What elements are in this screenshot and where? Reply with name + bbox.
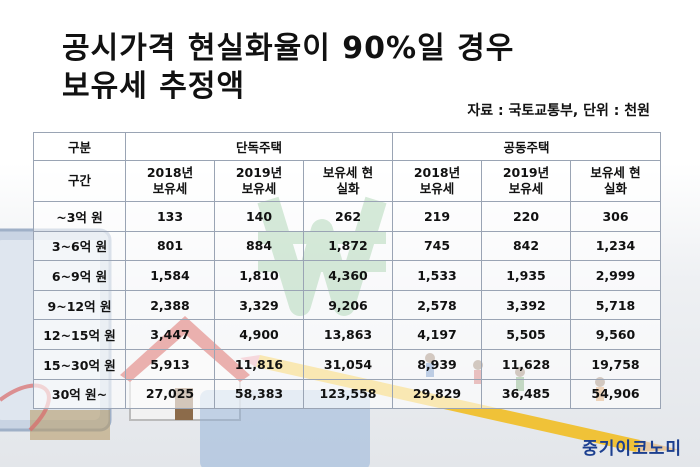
table-cell-dreal: 31,054 <box>303 348 393 380</box>
table-cell-d2018: 3,447 <box>125 319 215 350</box>
table-cell-areal: 2,999 <box>570 260 661 291</box>
table-cell-areal: 5,718 <box>570 289 661 321</box>
header-corner-range: 구간 <box>33 160 126 202</box>
tax-estimate-table: 구분 단독주택 공동주택 구간 2018년 보유세 2019년 보유세 보유세 … <box>33 132 661 410</box>
table-cell-dreal: 1,872 <box>303 230 393 262</box>
table-cell-dreal: 262 <box>303 201 393 232</box>
table-row: 9~12억 원 2,388 3,329 9,206 2,578 3,392 5,718 <box>33 289 661 321</box>
header-detached-house: 단독주택 <box>125 132 393 161</box>
table-column-header-row: 구간 2018년 보유세 2019년 보유세 보유세 현실화 2018년 보유세… <box>33 160 661 202</box>
table-cell-d2019: 884 <box>214 230 304 262</box>
header-apartment: 공동주택 <box>392 132 661 161</box>
table-cell-d2019: 3,329 <box>214 289 304 321</box>
table-cell-dreal: 4,360 <box>303 260 393 291</box>
publisher-logo: 중기이코노미 <box>582 439 682 459</box>
table-cell-d2018: 27,025 <box>125 378 215 410</box>
table-cell-a2019: 220 <box>481 201 571 232</box>
table-cell-areal: 9,560 <box>570 319 661 350</box>
table-cell-d2019: 58,383 <box>214 378 304 410</box>
table-cell-d2018: 5,913 <box>125 348 215 380</box>
table-cell-d2019: 4,900 <box>214 319 304 350</box>
table-row: 3~6억 원 801 884 1,872 745 842 1,234 <box>33 230 661 262</box>
table-cell-d2018: 133 <box>125 201 215 232</box>
table-cell-a2019: 11,628 <box>481 348 571 380</box>
header-detached-real: 보유세 현실화 <box>303 160 393 202</box>
table-cell-d2019: 1,810 <box>214 260 304 291</box>
source-note: 자료 : 국토교통부, 단위 : 천원 <box>467 103 650 119</box>
table-cell-areal: 306 <box>570 201 661 232</box>
table-cell-a2019: 3,392 <box>481 289 571 321</box>
table-cell-a2019: 5,505 <box>481 319 571 350</box>
table-cell-d2018: 801 <box>125 230 215 262</box>
table-cell-dreal: 13,863 <box>303 319 393 350</box>
row-range-label: 15~30억 원 <box>33 348 126 380</box>
header-detached-2018: 2018년 보유세 <box>125 160 215 202</box>
table-cell-dreal: 9,206 <box>303 289 393 321</box>
row-range-label: ~3억 원 <box>33 201 126 232</box>
table-cell-dreal: 123,558 <box>303 378 393 410</box>
title-line-1: 공시가격 현실화율이 90%일 경우 <box>62 31 515 66</box>
header-corner-category: 구분 <box>33 132 126 161</box>
table-row: 15~30억 원 5,913 11,816 31,054 8,939 11,628 19,7… <box>33 348 661 380</box>
row-range-label: 3~6억 원 <box>33 230 126 262</box>
table-group-header-row: 구분 단독주택 공동주택 <box>33 132 661 161</box>
table-cell-d2018: 1,584 <box>125 260 215 291</box>
table-cell-areal: 19,758 <box>570 348 661 380</box>
table-cell-a2018: 745 <box>392 230 482 262</box>
row-range-label: 12~15억 원 <box>33 319 126 350</box>
table-cell-areal: 54,906 <box>570 378 661 410</box>
header-detached-2019: 2019년 보유세 <box>214 160 304 202</box>
table-cell-areal: 1,234 <box>570 230 661 262</box>
table-cell-a2018: 1,533 <box>392 260 482 291</box>
table-cell-a2019: 36,485 <box>481 378 571 410</box>
table-cell-d2019: 11,816 <box>214 348 304 380</box>
table-cell-d2019: 140 <box>214 201 304 232</box>
title-line-2: 보유세 추정액 <box>62 69 246 104</box>
table-row: 30억 원~ 27,025 58,383 123,558 29,829 36,485 54,… <box>33 378 661 410</box>
table-cell-a2019: 1,935 <box>481 260 571 291</box>
row-range-label: 9~12억 원 <box>33 289 126 321</box>
header-apartment-real: 보유세 현실화 <box>570 160 661 202</box>
table-cell-a2018: 29,829 <box>392 378 482 410</box>
table-row: 12~15억 원 3,447 4,900 13,863 4,197 5,505 9,560 <box>33 319 661 350</box>
table-cell-a2018: 219 <box>392 201 482 232</box>
table-row: 6~9억 원 1,584 1,810 4,360 1,533 1,935 2,999 <box>33 260 661 291</box>
header-apartment-2018: 2018년 보유세 <box>392 160 482 202</box>
table-cell-a2018: 4,197 <box>392 319 482 350</box>
table-cell-a2018: 8,939 <box>392 348 482 380</box>
table-cell-a2019: 842 <box>481 230 571 262</box>
row-range-label: 6~9억 원 <box>33 260 126 291</box>
row-range-label: 30억 원~ <box>33 378 126 410</box>
page-title: 공시가격 현실화율이 90%일 경우 보유세 추정액 <box>62 30 514 106</box>
header-apartment-2019: 2019년 보유세 <box>481 160 571 202</box>
table-cell-a2018: 2,578 <box>392 289 482 321</box>
table-row: ~3억 원 133 140 262 219 220 306 <box>33 201 661 232</box>
table-cell-d2018: 2,388 <box>125 289 215 321</box>
